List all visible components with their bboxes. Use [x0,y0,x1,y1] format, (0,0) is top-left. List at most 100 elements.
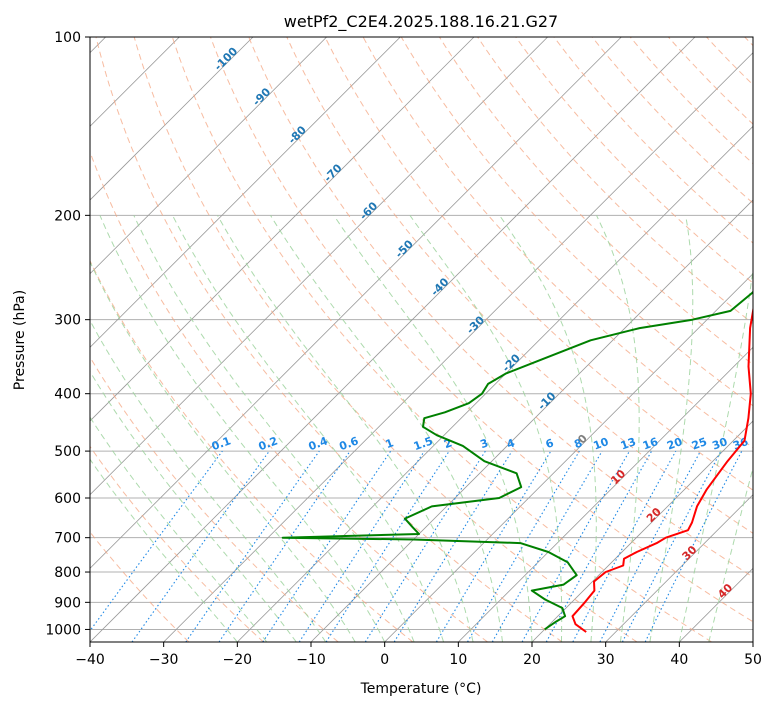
dry-adiabat-label: -10 [535,389,558,412]
mixing-ratio-line [572,450,677,642]
moist-adiabat-line [90,416,268,642]
isotherm-line [90,37,254,201]
isotherm-line [458,346,753,642]
mixing-ratio-line [521,450,630,642]
dry-adiabat-line [553,37,753,244]
moist-adiabat-line [270,215,503,642]
x-tick-label: 10 [449,652,467,668]
y-tick-label: 600 [54,491,81,507]
dry-adiabat-line [400,37,753,407]
x-tick-label: 50 [744,652,762,668]
mixing-ratio-label: 16 [641,435,660,453]
mixing-ratio-label: 3 [478,436,490,451]
mixing-ratio-line [491,450,603,642]
y-tick-label: 200 [54,208,81,224]
x-tick-label: −10 [296,652,326,668]
x-tick-label: 20 [523,652,541,668]
x-tick-label: −30 [149,652,179,668]
mixing-ratio-label: 13 [619,435,638,452]
dry-adiabat-label: 10 [608,467,628,487]
mixing-ratio-line [262,450,392,642]
mixing-ratio-line [467,450,580,642]
mixing-ratio-label: 25 [690,435,709,452]
mixing-ratio-line [298,450,425,642]
dry-adiabat-label: 40 [715,581,735,601]
moist-adiabat-line [678,265,753,642]
mixing-ratio-line [325,450,450,642]
mixing-ratio-line [435,450,552,642]
dry-adiabat-label: -50 [393,237,416,260]
y-tick-label: 700 [54,531,81,547]
isotherm-line [90,37,401,348]
dry-adiabat-line [591,37,753,204]
moist-adiabat-line [409,215,563,642]
dry-adiabat-label: -100 [212,44,241,73]
y-tick-label: 400 [54,387,81,403]
mixing-ratio-line [90,450,223,632]
x-tick-label: 40 [670,652,688,668]
dry-adiabat-line [477,37,753,325]
plot-frame [89,36,754,643]
mixing-ratio-label: 8 [572,436,584,451]
y-tick-label: 1000 [45,622,81,638]
axis-layer: −40 −30 −20 −10 0 10 20 30 40 5010020030040050060… [45,30,762,668]
dry-adiabat-line [515,37,753,284]
dry-adiabat-label: -30 [464,313,487,336]
mixing-ratio-label: 4 [505,436,517,451]
isotherm-line [90,37,622,569]
dry-adiabat-line [90,150,488,642]
mixing-ratio-label: 0.6 [338,434,361,453]
isotherm-line [605,494,753,642]
x-tick-label: 30 [597,652,615,668]
mixing-ratio-line [393,450,513,642]
dry-adiabat-line [171,37,712,642]
dry-adiabat-line [210,37,753,623]
moist-adiabat-line [90,319,327,642]
moist-adiabat-line [172,215,445,642]
dewpoint-profile-line [281,290,753,631]
mixing-ratio-label: 6 [544,436,556,451]
moist-adiabat-line [596,215,640,642]
y-tick-label: 900 [54,595,81,611]
moist-adiabat-line [333,215,533,642]
dry-adiabat-line [90,356,339,642]
dry-adiabat-line [90,259,414,642]
mixing-ratio-label: 2 [442,436,454,451]
mixing-ratio-label: 10 [592,435,611,453]
dry-adiabat-line [324,37,753,491]
dry-adiabat-line [248,37,753,578]
mixing-ratio-line [364,450,486,642]
dry-adiabat-line [133,37,638,642]
isotherm-line [90,37,696,642]
dry-adiabat-label: -80 [286,123,309,146]
isotherm-line [90,37,327,275]
y-tick-label: 300 [54,313,81,329]
moist-adiabat-line [217,215,474,642]
mixing-ratio-label: 20 [665,435,684,453]
moist-adiabat-line [649,215,694,642]
mixing-ratio-label: 1 [384,436,396,451]
moist-adiabat-line [90,370,297,642]
series-layer [281,290,753,633]
mixing-ratio-line [218,450,351,642]
moist-adiabat-line [90,458,238,642]
y-tick-label: 800 [54,565,81,581]
moist-adiabat-line [90,260,356,642]
moist-adiabat-line [133,215,415,642]
isotherm-line [384,273,753,642]
mixing-ratio-label: 1.5 [412,434,435,453]
isotherm-line [90,37,475,422]
grid-layer [90,37,753,642]
dry-adiabat-line [706,37,753,86]
y-tick-label: 100 [54,30,81,46]
dry-adiabat-label: 20 [644,505,664,525]
dry-adiabat-label: -90 [250,85,273,108]
y-tick-label: 500 [54,444,81,460]
isotherm-line [752,641,753,642]
moist-adiabat-line [99,215,386,642]
isotherm-line [237,125,753,642]
isotherm-line [90,37,548,496]
mixing-ratio-label: 0.1 [210,434,233,453]
mixing-ratio-label: 0.2 [257,434,280,453]
